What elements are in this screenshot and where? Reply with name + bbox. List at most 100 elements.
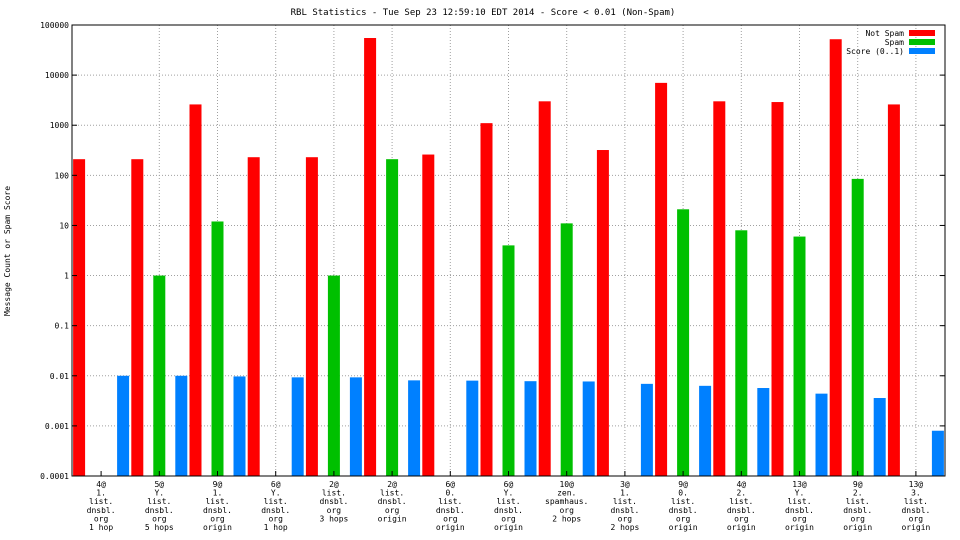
- bar-not-spam: [771, 102, 784, 477]
- x-tick-label-line: list.: [496, 497, 520, 506]
- x-tick-label-line: org: [327, 506, 342, 515]
- x-tick-label-line: 2 hops: [552, 514, 581, 523]
- x-tick-label: 3@ 1. list. dnsbl. org 2 hops: [610, 480, 639, 532]
- bar-score-0-1: [117, 375, 130, 476]
- x-tick-label-line: list.: [147, 497, 171, 506]
- legend-label: Score (0..1): [846, 47, 904, 56]
- x-tick-label-line: org: [734, 514, 749, 523]
- x-tick-label-line: origin: [378, 514, 407, 523]
- x-tick-label-line: list.: [904, 497, 928, 506]
- x-tick-label-line: list.: [787, 497, 811, 506]
- x-tick-label-line: Y.: [271, 489, 281, 498]
- x-tick-label-line: Y.: [795, 489, 805, 498]
- y-tick-label: 1: [64, 272, 69, 281]
- x-tick-label-line: dnsbl.: [843, 506, 872, 515]
- x-tick-label-line: 1.: [620, 489, 630, 498]
- x-tick-label: 9@ 0. list. dnsbl. org origin: [669, 480, 698, 532]
- bar-score-0-1: [175, 375, 188, 476]
- x-tick-label-line: 3 hops: [319, 514, 348, 523]
- x-tick-label-line: dnsbl.: [727, 506, 756, 515]
- x-tick-label-line: org: [909, 514, 924, 523]
- x-tick-label-line: Y.: [154, 489, 164, 498]
- x-tick-label-line: list.: [264, 497, 288, 506]
- bar-score-0-1: [524, 381, 537, 476]
- x-tick-label: 13@ 3. list. dnsbl. org origin: [901, 480, 930, 532]
- bar-not-spam: [305, 157, 318, 476]
- x-tick-label-line: zen.: [557, 489, 576, 498]
- bar-score-0-1: [873, 398, 886, 476]
- y-tick-label: 10000: [45, 71, 69, 80]
- bar-score-0-1: [291, 377, 304, 476]
- x-tick-label-line: 2 hops: [610, 523, 639, 532]
- x-tick-label-line: org: [850, 514, 865, 523]
- y-tick-label: 0.0001: [40, 472, 69, 481]
- x-tick-label-line: origin: [669, 523, 698, 532]
- x-tick-label: 6@ Y. list. dnsbl. org origin: [494, 480, 523, 532]
- bar-not-spam: [538, 101, 551, 477]
- y-tick-label: 0.01: [50, 372, 69, 381]
- legend-swatch: [909, 39, 935, 45]
- x-tick-label: 2@ list. dnsbl. org origin: [378, 480, 407, 523]
- x-tick-label-line: 13@: [909, 480, 924, 489]
- legend-item: Not Spam: [865, 29, 935, 38]
- y-tick-label: 1000: [50, 121, 69, 130]
- x-tick-label-line: org: [501, 514, 516, 523]
- bar-spam: [851, 178, 864, 476]
- bar-not-spam: [713, 101, 726, 477]
- bar-not-spam: [422, 154, 435, 476]
- bar-group: [73, 159, 130, 476]
- x-tick-label-line: origin: [901, 523, 930, 532]
- x-tick-label: 9@ 1. list. dnsbl. org origin: [203, 480, 232, 532]
- bar-not-spam: [596, 150, 609, 476]
- y-tick-label: 100: [55, 171, 70, 180]
- x-tick-label-line: 1.: [96, 489, 106, 498]
- x-tick-label-line: list.: [613, 497, 637, 506]
- bar-score-0-1: [815, 393, 828, 476]
- bar-groups: [73, 38, 944, 477]
- bar-score-0-1: [699, 385, 712, 476]
- bar-not-spam: [189, 104, 202, 477]
- x-tick-label: 5@ Y. list. dnsbl. org 5 hops: [145, 480, 174, 532]
- bar-score-0-1: [233, 376, 246, 476]
- bar-not-spam: [480, 123, 493, 477]
- x-tick-label: 13@ Y. list. dnsbl. org origin: [785, 480, 814, 532]
- bar-not-spam: [887, 104, 900, 477]
- bar-group: [189, 104, 246, 477]
- legend-swatch: [909, 48, 935, 54]
- x-tick-label-line: 0.: [678, 489, 688, 498]
- x-tick-label-line: dnsbl.: [669, 506, 698, 515]
- x-tick-label-line: list.: [729, 497, 753, 506]
- x-tick-label-line: 9@: [853, 480, 863, 489]
- bar-group: [422, 154, 479, 476]
- x-tick-label-line: 5 hops: [145, 523, 174, 532]
- bar-spam: [793, 236, 806, 476]
- x-tick-label-line: 6@: [445, 480, 455, 489]
- chart-title: RBL Statistics - Tue Sep 23 12:59:10 EDT…: [291, 8, 676, 18]
- y-tick-label: 0.1: [55, 322, 70, 331]
- x-tick-label-line: org: [152, 514, 167, 523]
- bar-spam: [560, 223, 573, 476]
- x-tick-label-line: list.: [846, 497, 870, 506]
- bar-not-spam: [655, 82, 668, 477]
- legend-swatch: [909, 30, 935, 36]
- bar-score-0-1: [757, 388, 770, 476]
- x-tick-label-line: org: [618, 514, 633, 523]
- x-tick-label-line: list.: [671, 497, 695, 506]
- bar-spam: [327, 275, 340, 476]
- x-tick-label-line: org: [210, 514, 225, 523]
- x-tick-label: 4@ 2. list. dnsbl. org origin: [727, 480, 756, 532]
- x-tick-label-line: 2@: [329, 480, 339, 489]
- x-tick-label-line: 2.: [853, 489, 863, 498]
- x-tick-label: 6@ Y. list. dnsbl. org 1 hop: [261, 480, 290, 532]
- bar-not-spam: [364, 38, 377, 477]
- x-tick-label-line: origin: [727, 523, 756, 532]
- bar-score-0-1: [640, 383, 653, 476]
- bar-group: [247, 157, 304, 476]
- x-tick-label: 9@ 2. list. dnsbl. org origin: [843, 480, 872, 532]
- x-tick-label: 6@ 0. list. dnsbl. org origin: [436, 480, 465, 532]
- x-tick-label-line: 6@: [504, 480, 514, 489]
- x-tick-label-line: dnsbl.: [203, 506, 232, 515]
- x-tick-label-line: dnsbl.: [87, 506, 116, 515]
- bar-group: [713, 101, 770, 477]
